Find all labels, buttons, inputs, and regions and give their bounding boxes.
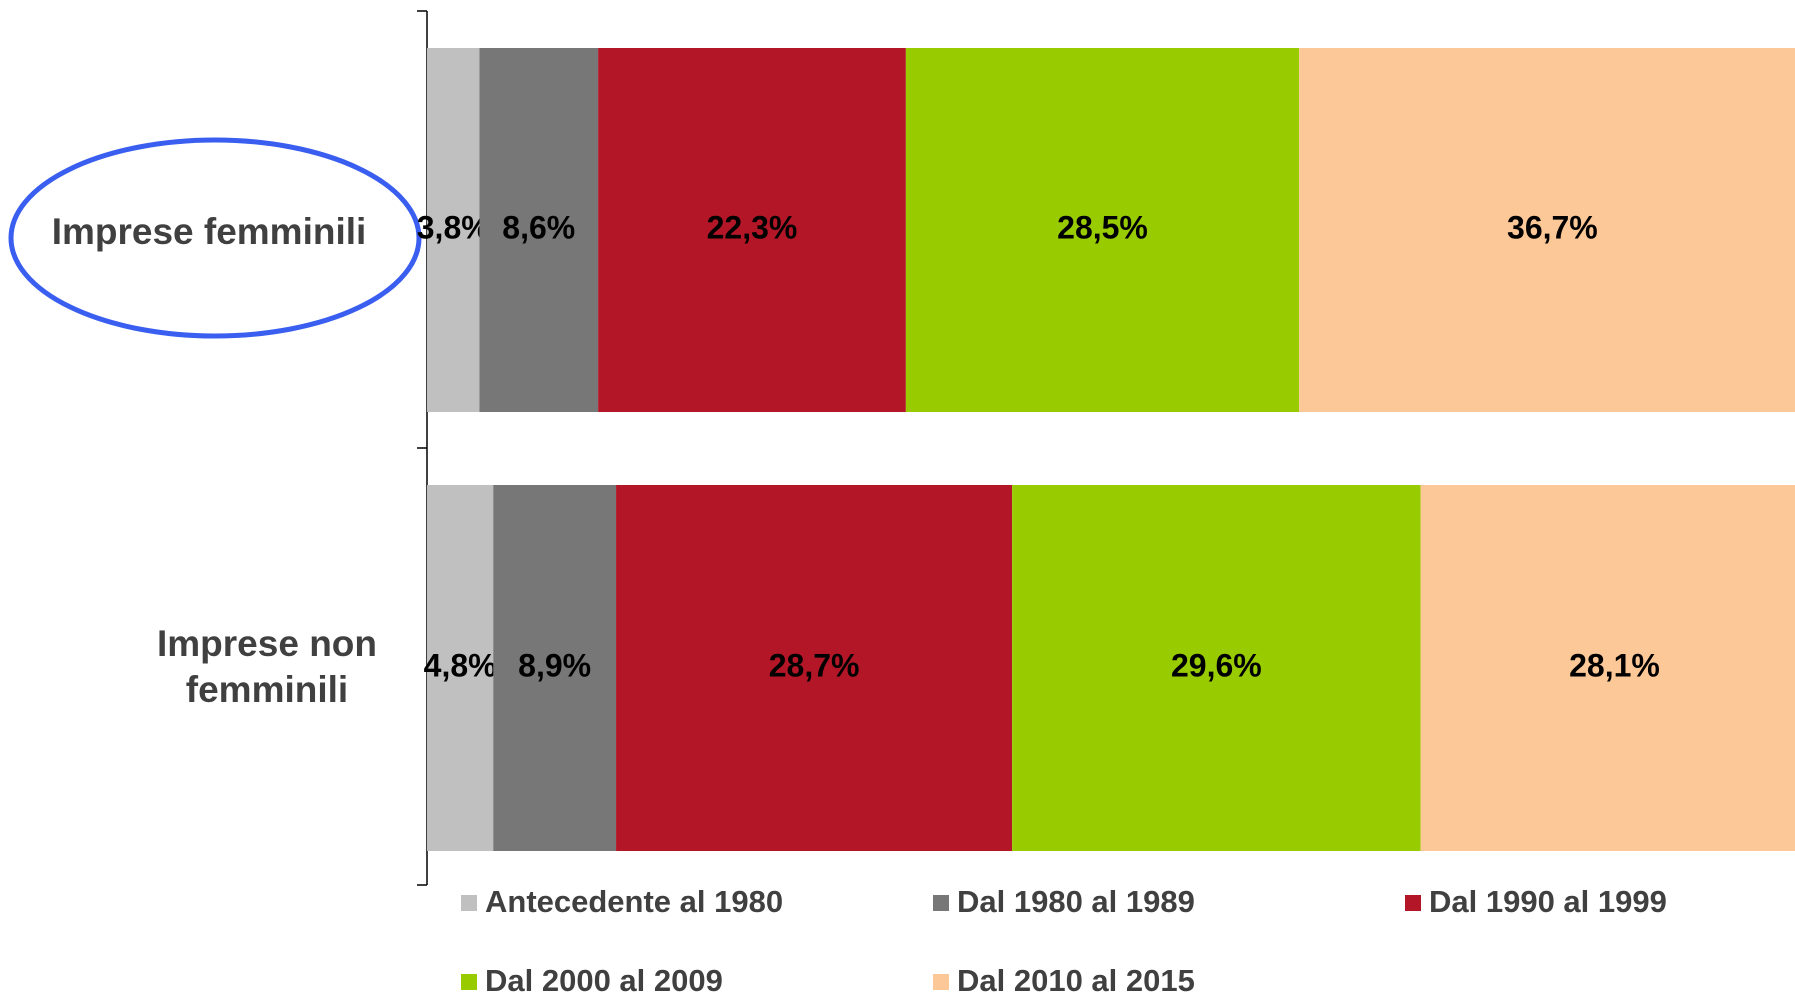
- data-label: 28,5%: [1057, 209, 1148, 245]
- bar-segment: [493, 485, 617, 851]
- legend-swatch: [933, 974, 949, 990]
- bar-segment: [1420, 485, 1795, 851]
- data-label: 3,8%: [417, 209, 490, 245]
- highlight-ellipse: [8, 137, 422, 339]
- legend-swatch: [933, 895, 949, 911]
- legend-label: Dal 1980 al 1989: [957, 884, 1195, 919]
- legend-label: Antecedente al 1980: [485, 884, 783, 919]
- legend-label: Dal 2010 al 2015: [957, 963, 1195, 997]
- bar-segment: [1299, 48, 1795, 412]
- bar-segment: [427, 485, 494, 851]
- data-label: 8,9%: [518, 647, 591, 683]
- bar-segment: [598, 48, 906, 412]
- bar-segment: [479, 48, 599, 412]
- data-label: 28,1%: [1569, 647, 1660, 683]
- data-label: 8,6%: [502, 209, 575, 245]
- data-label: 22,3%: [707, 209, 798, 245]
- data-label: 36,7%: [1507, 209, 1598, 245]
- bar-segment: [427, 48, 480, 412]
- legend-swatch: [1405, 895, 1421, 911]
- legend-label: Dal 2000 al 2009: [485, 963, 723, 997]
- bar-segment: [1012, 485, 1421, 851]
- legend-swatch: [461, 974, 477, 990]
- bar-segment: [905, 48, 1300, 412]
- bar-segment: [616, 485, 1013, 851]
- legend-label: Dal 1990 al 1999: [1429, 884, 1667, 919]
- data-label: 4,8%: [424, 647, 497, 683]
- data-label: 29,6%: [1171, 647, 1262, 683]
- data-label: 28,7%: [769, 647, 860, 683]
- category-label: Imprese femminili: [51, 211, 367, 252]
- legend-swatch: [461, 895, 477, 911]
- category-label: Imprese non femminili: [157, 623, 377, 710]
